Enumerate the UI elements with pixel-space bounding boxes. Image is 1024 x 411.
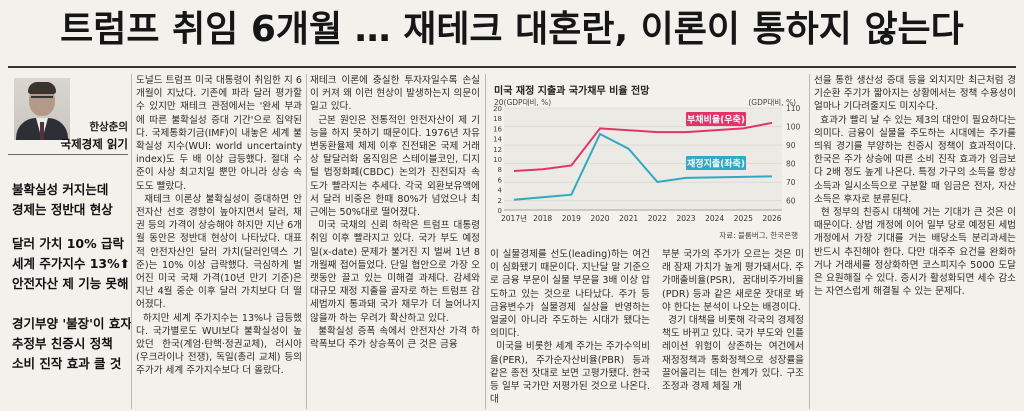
x-tick-label: 2018 (533, 214, 552, 223)
subhead-2: 달러 가치 10% 급락 세계 주가지수 13%⬆ 안전자산 제 기능 못해 (12, 234, 130, 294)
sidebar: 한상춘의 국제경제 읽기 불확실성 커지는데 경제는 정반대 현상 달러 가치 … (8, 74, 132, 409)
column-name: 국제경제 읽기 (8, 136, 128, 155)
series-label-box (686, 156, 746, 170)
article-column-3: 이 실물경제를 선도(leading)하는 여건이 심화됐기 때문이다. 지난달… (490, 249, 650, 406)
right-tick-label: 70 (786, 178, 796, 187)
x-tick-label: 2021 (619, 214, 638, 223)
column-divider (131, 74, 132, 409)
column-divider (485, 74, 486, 409)
x-tick-label: 2024 (705, 214, 724, 223)
subhead-1: 불확실성 커지는데 경제는 정반대 현상 (12, 180, 113, 220)
left-tick-label: 8 (498, 166, 502, 174)
chart-box: 미국 재정 지출과 국가채무 비율 전망 20(GDP대비, %) (GDP대비… (490, 74, 806, 244)
x-tick-label: 2022 (648, 214, 667, 223)
page-headline: 트럼프 취임 6개월 … 재테크 대혼란, 이론이 통하지 않는다 (60, 9, 964, 50)
subhead-line: 경기부양 '불장'이 효자 (12, 316, 132, 331)
subhead-line: 불확실성 커지는데 (12, 182, 109, 197)
series-label: 재정지출(좌축) (687, 158, 745, 170)
chart-source: 자료: 블룸버그, 한국은행 (719, 231, 798, 240)
subhead-line: 소비 진작 효과 클 것 (12, 356, 122, 371)
headline-rule (8, 66, 1016, 68)
x-tick-label: 2026 (762, 214, 781, 223)
left-tick-label: 10 (493, 156, 502, 164)
series-label-box (686, 112, 746, 126)
chart-unit-left: 20(GDP대비, %) (494, 98, 552, 107)
article-column-5: 선을 통한 생산성 증대 등을 외치지만 최근처럼 경기순환 주기가 짧아지는 … (814, 75, 1016, 298)
article-column-1: 도널드 트럼프 미국 대통령이 취임한 지 6개월이 지났다. 기존에 파라 달… (136, 75, 302, 377)
x-tick-label: 2025 (734, 214, 753, 223)
left-tick-label: 12 (493, 146, 502, 154)
line-chart: 60 70 80 90 100 110 0 2 4 6 8 10 12 14 16 18 20 2017년 2018… (493, 104, 801, 223)
article-column-4: 부분 국가의 주가가 오르는 것은 미래 잠재 가치가 높게 평가돼서다. 주가… (662, 249, 804, 393)
article-column-2: 재테크 이론에 충실한 투자자일수록 손실이 커져 왜 이런 현상이 발생하는지… (310, 75, 480, 351)
series-line-1 (513, 132, 773, 201)
left-tick-label: 6 (498, 176, 503, 184)
left-tick-label: 18 (493, 115, 502, 123)
right-tick-label: 80 (786, 160, 796, 169)
right-tick-label: 90 (786, 141, 796, 150)
subhead-line: 달러 가치 10% 급락 (12, 236, 124, 251)
x-tick-label: 2019 (562, 214, 581, 223)
left-tick-label: 4 (498, 187, 503, 195)
right-tick-label: 100 (786, 123, 801, 132)
subhead-line: 안전자산 제 기능 못해 (12, 276, 129, 291)
subhead-3: 경기부양 '불장'이 효자 추정부 친증시 정책 소비 진작 효과 클 것 (12, 314, 132, 374)
columnist-photo (14, 78, 70, 140)
column-divider (809, 74, 810, 409)
column-divider (306, 74, 307, 409)
chart-unit-right: (GDP대비, %) (748, 98, 796, 107)
chart-title: 미국 재정 지출과 국가채무 비율 전망 (494, 86, 650, 97)
left-tick-label: 2 (498, 197, 502, 205)
series-label: 부채비율(우축) (687, 114, 745, 126)
left-tick-label: 20 (493, 105, 502, 113)
subhead-line: 세계 주가지수 13%⬆ (12, 256, 131, 271)
left-tick-label: 0 (498, 207, 502, 215)
right-tick-label: 110 (786, 104, 801, 113)
x-tick-label: 2023 (676, 214, 695, 223)
right-tick-label: 60 (786, 197, 796, 206)
series-line-0 (513, 121, 773, 173)
left-tick-label: 16 (493, 125, 502, 133)
subhead-line: 추정부 친증시 정책 (12, 336, 113, 351)
left-tick-label: 14 (493, 136, 502, 144)
columnist-name: 한상춘의 (89, 121, 128, 133)
subhead-line: 경제는 정반대 현상 (12, 202, 113, 217)
x-tick-label: 2020 (590, 214, 609, 223)
x-tick-label: 2017년 (501, 213, 527, 223)
